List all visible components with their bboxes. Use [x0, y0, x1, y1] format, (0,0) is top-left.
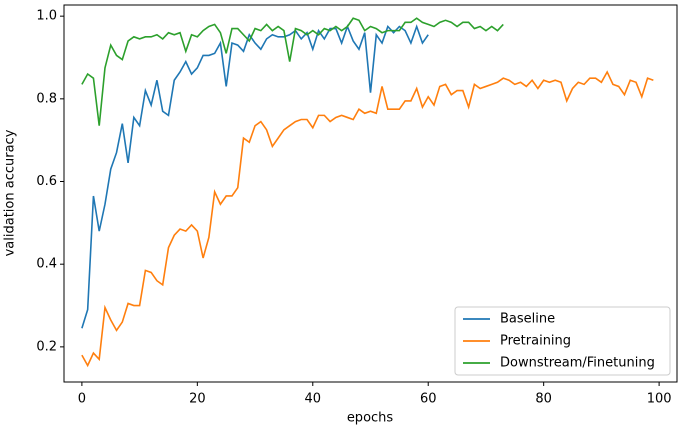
- series-line: [81, 24, 429, 329]
- y-tick-label: 0.6: [36, 174, 57, 189]
- plot-frame: [63, 4, 678, 383]
- x-tick-label: 100: [647, 392, 672, 407]
- legend-label: Pretraining: [500, 334, 571, 349]
- series-line: [81, 70, 654, 368]
- x-axis-label: epochs: [347, 411, 394, 426]
- x-tick-label: 80: [535, 392, 552, 407]
- series-line: [81, 17, 504, 126]
- y-tick-label: 0.8: [36, 91, 57, 106]
- y-tick-label: 0.4: [36, 257, 57, 272]
- x-tick-label: 0: [78, 392, 86, 407]
- x-tick-label: 40: [305, 392, 322, 407]
- x-tick-label: 60: [420, 392, 437, 407]
- y-tick-label: 1.0: [36, 9, 57, 24]
- y-axis-label: validation accuracy: [3, 129, 18, 256]
- legend-label: Baseline: [500, 312, 555, 327]
- legend-label: Downstream/Finetuning: [500, 356, 655, 371]
- x-tick-label: 20: [189, 392, 206, 407]
- legend-box: [454, 306, 671, 376]
- y-tick-label: 0.2: [36, 339, 57, 354]
